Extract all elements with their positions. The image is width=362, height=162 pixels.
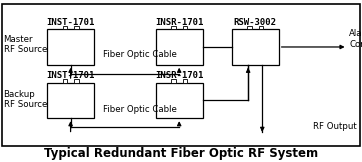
Bar <box>259 26 263 29</box>
Text: Alarm
Contacts: Alarm Contacts <box>349 29 362 49</box>
Bar <box>171 79 176 83</box>
Bar <box>183 26 187 29</box>
Text: INSR-1701: INSR-1701 <box>155 18 203 27</box>
Text: INSR-1701: INSR-1701 <box>155 71 203 80</box>
Bar <box>232 29 279 65</box>
Text: Fiber Optic Cable: Fiber Optic Cable <box>103 105 177 114</box>
Text: Backup
RF Source: Backup RF Source <box>4 90 47 109</box>
Bar <box>47 83 94 118</box>
Bar <box>183 79 187 83</box>
Text: RSW-3002: RSW-3002 <box>234 18 277 27</box>
Text: RF Output: RF Output <box>313 122 357 131</box>
Bar <box>63 79 67 83</box>
Bar <box>47 29 94 65</box>
Text: Fiber Optic Cable: Fiber Optic Cable <box>103 50 177 59</box>
Text: INST-1701: INST-1701 <box>46 71 95 80</box>
Bar <box>171 26 176 29</box>
Bar <box>247 26 252 29</box>
Bar <box>74 79 79 83</box>
Text: Master
RF Source: Master RF Source <box>4 35 47 54</box>
Text: Typical Redundant Fiber Optic RF System: Typical Redundant Fiber Optic RF System <box>44 147 318 160</box>
Bar <box>63 26 67 29</box>
Text: INST-1701: INST-1701 <box>46 18 95 27</box>
Bar <box>74 26 79 29</box>
Bar <box>156 29 203 65</box>
Bar <box>156 83 203 118</box>
